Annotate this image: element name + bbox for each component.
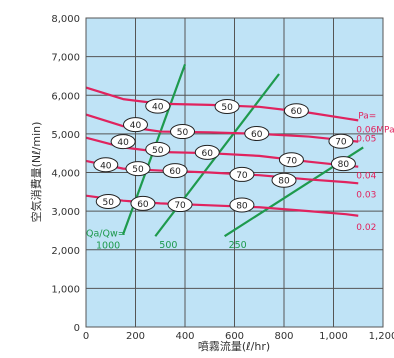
rpm-oval-label: 70 [335,138,347,148]
y-tick-label: 4,000 [51,169,80,180]
pressure-label: 0.05 [356,135,376,145]
rpm-oval-label: 80 [236,201,248,211]
y-tick-label: 8,000 [51,14,80,25]
y-tick-label: 6,000 [51,91,80,102]
rpm-oval-label: 70 [286,156,298,166]
rpm-oval-label: 60 [291,107,303,117]
rpm-oval [145,98,171,114]
rpm-oval [214,98,240,114]
ratio-line-label: 1000 [96,240,120,251]
rpm-oval-label: 40 [130,121,142,131]
plot-frame [85,17,384,328]
rpm-oval [167,197,193,213]
ratio-line-label: 500 [159,240,177,251]
rpm-oval [328,133,354,149]
rpm-oval-label: 60 [169,167,181,177]
rpm-oval [130,195,156,211]
rpm-oval-label: 70 [174,201,186,211]
x-tick-label: 400 [175,331,194,342]
rpm-oval [229,197,255,213]
rpm-oval-label: 50 [103,198,115,208]
x-tick-label: 0 [83,331,89,342]
rpm-oval-label: 40 [152,103,164,113]
rpm-oval-label: 50 [132,165,144,175]
rpm-oval [123,117,148,133]
y-tick-label: 0 [74,323,80,334]
y-tick-label: 5,000 [51,130,80,141]
rpm-oval [271,172,297,188]
rpm-oval-label: 80 [278,177,290,187]
rpm-oval [283,103,309,119]
rpm-oval-label: 60 [251,130,263,140]
rpm-oval [229,166,255,182]
rpm-oval-label: 60 [202,149,214,159]
x-tick-label: 600 [225,331,244,342]
x-tick-label: 200 [126,331,145,342]
y-tick-label: 3,000 [51,207,80,218]
y-tick-label: 7,000 [51,53,80,64]
rpm-oval [145,141,171,157]
x-tick-label: 1,200 [369,331,394,342]
rpm-oval [170,124,196,140]
rpm-oval-label: 50 [152,146,164,156]
rpm-oval [244,125,270,141]
rpm-oval-label: 40 [100,161,112,171]
x-tick-label: 800 [274,331,293,342]
x-tick-label: 1,000 [319,331,348,342]
rpm-oval [95,193,121,209]
rpm-oval-label: 50 [221,103,233,113]
ratio-line-label: 250 [229,240,247,251]
rpm-oval [278,152,304,168]
x-axis-title: 噴霧流量(ℓ/hr) [198,339,270,353]
pressure-label: 0.03 [356,190,376,200]
y-axis-title: 空気消費量(Nℓ/min) [29,122,43,223]
tick-labels: 0 200 400 600 800 1,000 1,200 0 1,000 2,000 3,000 4… [51,14,394,342]
rpm-oval-label: 40 [117,138,129,148]
ratio-prefix-label: Qa/Qw= [86,228,126,239]
pressure-label: 0.02 [356,223,376,233]
rpm-oval-label: 50 [177,128,189,138]
rpm-oval [330,156,356,172]
rpm-oval-label: 80 [338,160,350,170]
rpm-oval-label: 60 [137,200,149,210]
pressure-label: 0.04 [356,172,376,182]
rpm-oval [110,134,136,150]
rpm-oval [194,144,220,160]
rpm-oval [93,157,119,173]
y-tick-label: 1,000 [51,284,80,295]
rpm-oval-label: 70 [236,171,248,181]
rpm-labels: 40 50 60 40 50 60 70 40 50 60 70 40 50 60 70 80 80 50 60 70… [93,98,356,213]
pressure-unit-label: Pa= [358,111,376,121]
y-tick-label: 2,000 [51,246,80,257]
rpm-oval [125,161,151,177]
series-labels: Qa/Qw=1000 500 250 0.06MPa Pa= 0.05 0.04 0.03 0.… [86,111,394,251]
rpm-oval [162,163,188,179]
pressure-label: 0.06MPa [356,125,394,135]
